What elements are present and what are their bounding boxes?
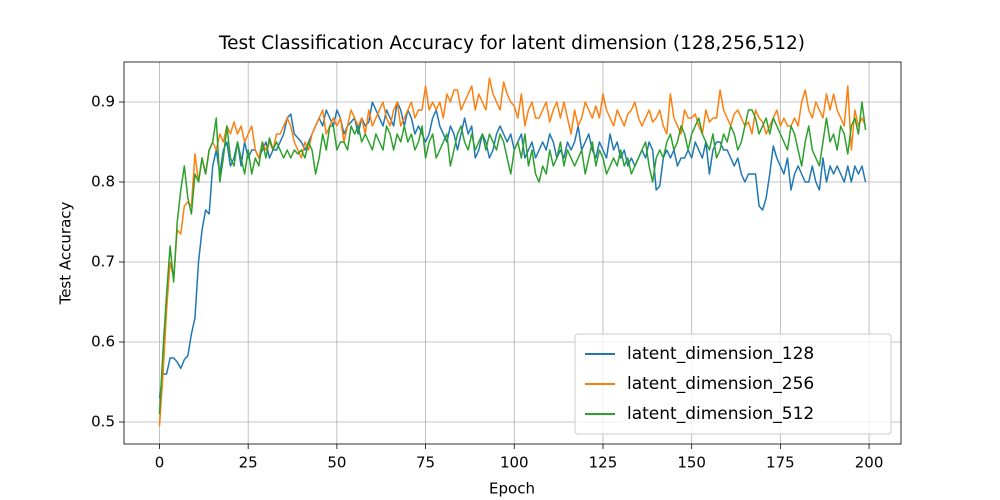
y-tick-label: 0.5 xyxy=(91,413,115,431)
legend-label: latent_dimension_512 xyxy=(627,404,814,424)
legend-label: latent_dimension_128 xyxy=(627,344,814,364)
x-tick-label: 0 xyxy=(155,454,165,472)
y-tick-label: 0.6 xyxy=(91,333,115,351)
y-tick-label: 0.7 xyxy=(91,253,115,271)
x-tick-label: 50 xyxy=(327,454,346,472)
y-tick-label: 0.9 xyxy=(91,93,115,111)
x-tick-label: 175 xyxy=(766,454,795,472)
x-tick-label: 25 xyxy=(239,454,258,472)
x-tick-label: 125 xyxy=(589,454,618,472)
x-tick-label: 150 xyxy=(677,454,706,472)
legend-box xyxy=(574,333,892,435)
y-axis-label: Test Accuracy xyxy=(57,201,75,305)
x-tick-label: 100 xyxy=(500,454,529,472)
data-line xyxy=(158,101,867,399)
legend-label: latent_dimension_256 xyxy=(627,374,814,394)
x-axis-label: Epoch xyxy=(489,480,535,498)
y-tick-label: 0.8 xyxy=(91,173,115,191)
data-line xyxy=(158,77,867,427)
x-tick-label: 75 xyxy=(416,454,435,472)
plot-frame xyxy=(123,61,902,445)
chart-title: Test Classification Accuracy for latent … xyxy=(218,33,805,54)
x-tick-label: 200 xyxy=(855,454,884,472)
data-line xyxy=(158,101,867,415)
